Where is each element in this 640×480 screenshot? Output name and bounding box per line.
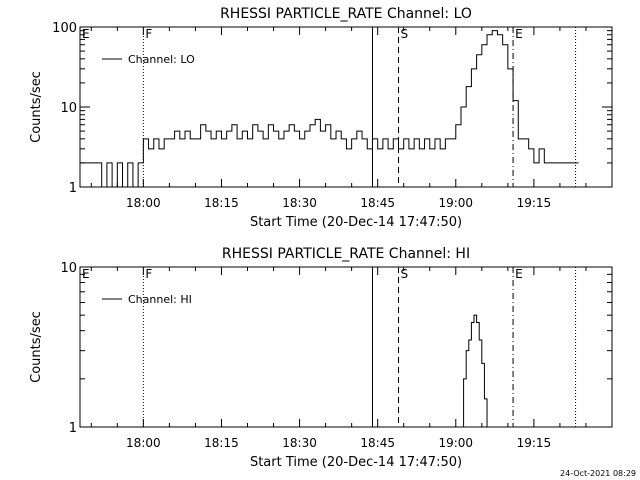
plot-frame [79,266,613,428]
series-line-0 [460,314,491,427]
event-marker-label: S [401,267,409,281]
y-axis-label: Counts/sec [29,311,44,383]
y-tick-label: 10 [60,101,77,116]
event-marker-label: E [82,267,90,281]
event-marker-label: E [82,27,90,41]
x-tick-label: 18:45 [360,436,395,450]
panel-hi: RHESSI PARTICLE_RATE Channel: HI Start Ti… [29,246,613,470]
y-tick-label: 10 [60,261,77,276]
y-tick-label: 100 [52,21,77,36]
event-marker-label: E [515,27,523,41]
x-tick-label: 18:30 [282,196,317,210]
event-marker-label: F [145,27,152,41]
chart-title: RHESSI PARTICLE_RATE Channel: HI [222,246,470,262]
footer-timestamp: 24-Oct-2021 08:29 [560,469,636,478]
panel-lo: RHESSI PARTICLE_RATE Channel: LO Start Ti… [29,6,613,230]
chart-title: RHESSI PARTICLE_RATE Channel: LO [220,6,472,22]
y-tick-label: 1 [69,421,77,436]
event-marker-label: E [515,267,523,281]
x-tick-label: 19:15 [517,436,552,450]
x-tick-label: 19:15 [517,196,552,210]
event-marker-label: S [401,27,409,41]
y-axis-label: Counts/sec [29,71,44,143]
x-tick-label: 18:15 [204,436,239,450]
x-tick-label: 18:45 [360,196,395,210]
legend-label: Channel: HI [128,293,192,306]
x-tick-label: 19:00 [438,436,473,450]
x-tick-label: 18:15 [204,196,239,210]
event-marker-label: F [145,267,152,281]
x-tick-label: 18:00 [126,436,161,450]
series-line-0 [80,30,579,187]
y-tick-label: 1 [69,181,77,196]
x-tick-label: 18:30 [282,436,317,450]
x-tick-label: 19:00 [438,196,473,210]
x-tick-label: 18:00 [126,196,161,210]
legend-label: Channel: LO [128,53,195,66]
plot-frame [79,26,613,188]
x-axis-label: Start Time (20-Dec-14 17:47:50) [250,215,462,230]
x-axis-label: Start Time (20-Dec-14 17:47:50) [250,455,462,470]
